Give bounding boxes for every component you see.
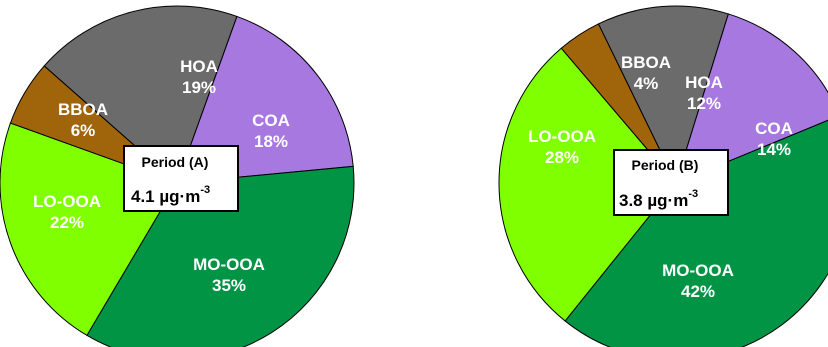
pie-b-slice-bboa — [560, 23, 677, 184]
pie-b-label-coa: COA — [755, 119, 793, 138]
pie-b-labels: HOA 12% COA 14% MO-OOA 42% LO-OOA 28% BBOA 4% — [528, 53, 793, 301]
pie-chart-period-b: HOA 12% COA 14% MO-OOA 42% LO-OOA 28% BBOA 4% Per… — [498, 5, 828, 347]
pie-a-percent-coa: 18% — [254, 132, 288, 151]
pie-a-label-hoa: HOA — [180, 57, 218, 76]
period-a-title: Period (A) — [142, 154, 209, 170]
period-a-box: Period (A) 4.1 µg·m-3 — [123, 145, 239, 212]
pie-a-labels: HOA 19% COA 18% MO-OOA 35% LO-OOA 22% BBOA 6% — [33, 57, 290, 295]
pie-b-slices — [498, 5, 828, 347]
pie-b-percent-coa: 14% — [757, 140, 791, 159]
pie-b-slice-hoa — [597, 5, 729, 185]
pie-b-label-lo-ooa: LO-OOA — [528, 127, 596, 146]
pie-b-percent-mo-ooa: 42% — [681, 282, 715, 301]
pie-a-percent-hoa: 19% — [182, 78, 216, 97]
pie-a-slice-hoa — [43, 5, 238, 184]
pie-a-percent-lo-ooa: 22% — [50, 213, 84, 232]
pie-chart-period-a: HOA 19% COA 18% MO-OOA 35% LO-OOA 22% BBOA 6% Per… — [0, 5, 355, 347]
pie-a-label-coa: COA — [252, 111, 290, 130]
period-b-title: Period (B) — [632, 157, 699, 173]
pie-a-label-mo-ooa: MO-OOA — [193, 255, 265, 274]
pie-a-percent-mo-ooa: 35% — [212, 276, 246, 295]
pie-a-slices — [0, 5, 355, 347]
pie-a-slice-coa — [176, 15, 354, 184]
pie-b-slice-lo-ooa — [498, 47, 677, 322]
period-b-box: Period (B) 3.8 µg·m-3 — [613, 149, 729, 216]
pie-b-label-mo-ooa: MO-OOA — [662, 261, 734, 280]
period-a-total: 4.1 µg·m-3 — [131, 184, 210, 206]
pie-b-percent-hoa: 12% — [687, 94, 721, 113]
pie-a-label-bboa: BBOA — [58, 100, 108, 119]
pie-a-slice-mo-ooa — [86, 165, 355, 347]
pie-a-label-lo-ooa: LO-OOA — [33, 192, 101, 211]
pie-a-percent-bboa: 6% — [71, 121, 96, 140]
pie-b-slice-mo-ooa — [564, 119, 828, 347]
pie-b-percent-lo-ooa: 28% — [545, 148, 579, 167]
pie-b-slice-coa — [675, 13, 828, 184]
pie-b-label-hoa: HOA — [685, 73, 723, 92]
pie-b-percent-bboa: 4% — [634, 74, 659, 93]
period-b-total: 3.8 µg·m-3 — [619, 188, 698, 210]
pie-b-label-bboa: BBOA — [621, 53, 671, 72]
